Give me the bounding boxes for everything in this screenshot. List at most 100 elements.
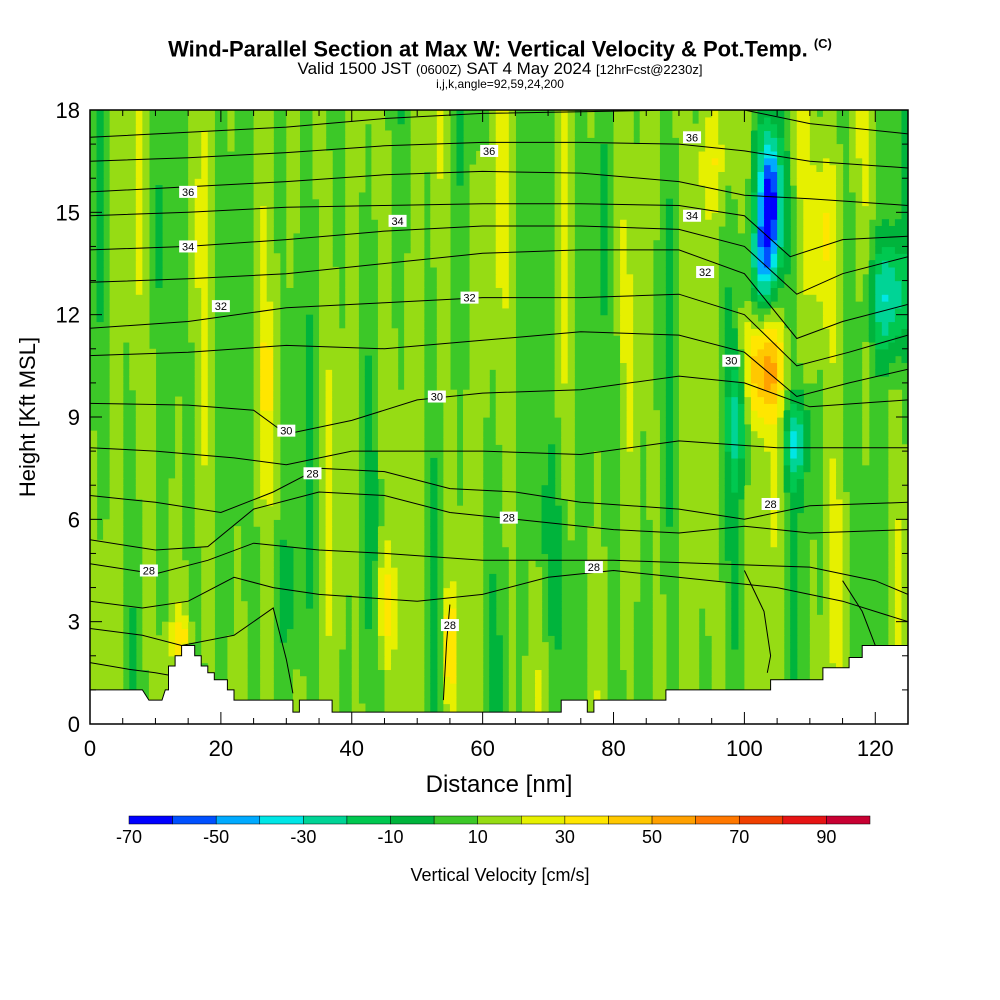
velocity-cell [489,601,497,609]
velocity-cell [325,498,333,507]
velocity-cell [829,328,837,336]
velocity-cell [678,635,700,643]
velocity-cell [305,512,314,520]
velocity-cell [829,532,844,541]
velocity-cell [894,573,903,582]
velocity-cell [633,348,654,357]
velocity-cell [469,219,497,227]
velocity-cell [508,116,516,125]
velocity-cell [194,382,202,391]
velocity-cell [646,444,660,452]
velocity-cell [561,417,575,425]
velocity-cell [822,437,844,445]
velocity-cell [201,642,215,650]
velocity-cell [508,628,516,636]
velocity-cell [567,164,575,172]
velocity-cell [364,478,379,486]
velocity-cell [502,505,516,514]
velocity-cell [822,430,844,439]
velocity-cell [868,266,876,275]
velocity-cell [620,417,628,425]
velocity-cell [508,137,516,145]
velocity-cell [678,567,719,575]
velocity-cell [678,232,719,241]
velocity-cell [836,280,844,288]
velocity-cell [508,567,516,575]
velocity-cell [901,185,908,193]
velocity-cell [397,573,425,582]
velocity-cell [750,457,772,466]
velocity-cell [849,171,863,179]
velocity-cell [678,498,719,507]
y-tick-label: 3 [68,610,80,635]
velocity-cell [129,628,137,636]
velocity-cell [194,478,215,486]
velocity-cell [822,608,831,616]
velocity-cell [620,608,634,616]
velocity-cell [410,123,438,132]
velocity-cell [142,553,157,561]
velocity-cell [888,396,903,404]
velocity-cell [678,307,719,316]
velocity-cell [737,410,745,418]
velocity-cell [875,253,908,261]
velocity-cell [600,178,608,186]
velocity-cell [868,321,876,329]
colorbar-tick-label: -10 [378,827,404,847]
velocity-cell [855,130,870,138]
velocity-cell [620,437,628,445]
velocity-cell [587,601,608,609]
velocity-cell [731,621,739,630]
velocity-cell [436,355,451,364]
velocity-cell [613,266,621,275]
velocity-cell [901,280,908,288]
velocity-cell [135,253,143,261]
velocity-cell [430,628,438,636]
velocity-cell [508,546,516,555]
velocity-cell [319,471,327,479]
velocity-cell [495,260,510,268]
velocity-cell [554,321,562,329]
velocity-cell [521,662,549,671]
velocity-cell [135,157,143,166]
velocity-cell [783,417,791,425]
velocity-cell [620,335,634,343]
velocity-cell [168,635,176,643]
velocity-cell [711,110,719,118]
velocity-cell [790,498,804,507]
velocity-cell [194,396,202,404]
velocity-cell [404,348,425,357]
velocity-cell [456,614,484,623]
velocity-cell [842,567,850,575]
velocity-cell [554,396,575,404]
velocity-cell [345,171,366,179]
velocity-cell [620,492,641,500]
velocity-cell [620,260,628,268]
velocity-cell [731,444,739,452]
velocity-cell [273,314,281,323]
velocity-cell [888,437,903,445]
velocity-cell [319,444,327,452]
velocity-cell [384,498,425,507]
velocity-cell [750,369,765,377]
velocity-cell [469,341,516,350]
velocity-cell [868,144,876,152]
velocity-cell [561,116,569,125]
velocity-cell [502,464,516,473]
velocity-cell [790,178,798,186]
velocity-cell [803,225,824,234]
velocity-cell [620,362,628,370]
velocity-cell [862,369,870,377]
y-tick-label: 12 [56,303,80,328]
velocity-cell [260,423,274,432]
velocity-cell [888,539,896,548]
velocity-cell [561,260,569,268]
velocity-cell [443,144,451,152]
velocity-cell [207,348,215,357]
velocity-cell [364,519,379,527]
velocity-cell [528,601,543,609]
velocity-cell [665,376,674,384]
velocity-cell [770,178,778,186]
velocity-cell [750,417,765,425]
velocity-cell [207,287,215,295]
